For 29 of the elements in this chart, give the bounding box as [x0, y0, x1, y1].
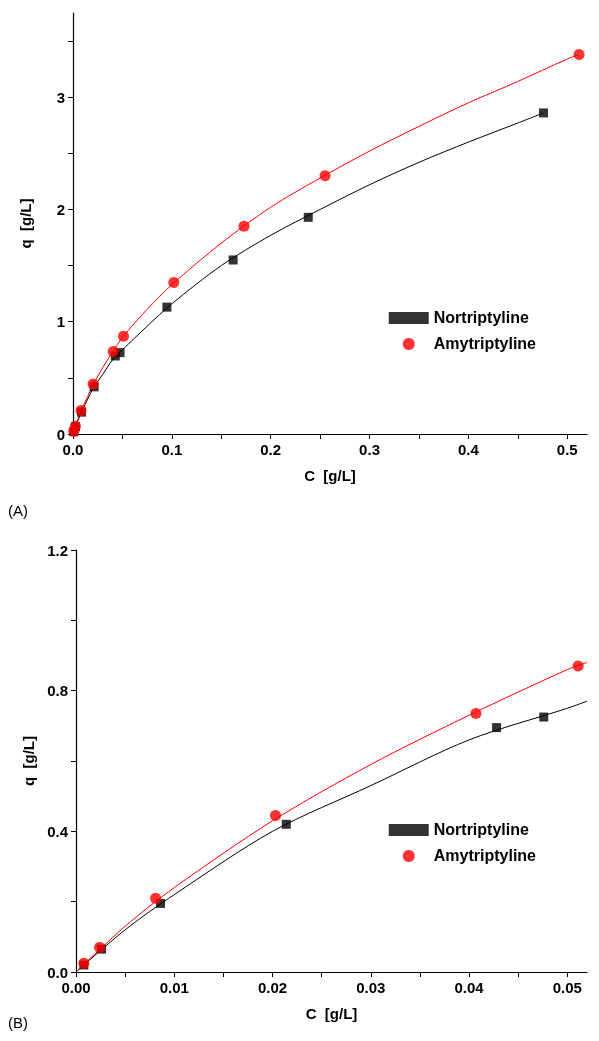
y-tick-label: 1.2	[47, 541, 68, 559]
x-tick-label: 0.00	[61, 979, 91, 996]
text: (A)	[8, 502, 28, 519]
x-tick-label: 0.03	[356, 979, 386, 996]
legend-label: Nortriptyline	[433, 821, 529, 839]
x-tick-label: 0.5	[556, 441, 578, 458]
y-tick-label: 0	[56, 425, 65, 443]
x-tick-label: 0.05	[552, 979, 582, 996]
y-tick-label: 1	[56, 313, 65, 331]
legend-label: Amytriptyline	[433, 335, 537, 353]
x-tick-label: 0.02	[257, 979, 288, 996]
x-tick-label: 0.04	[454, 979, 485, 996]
text: (B)	[8, 1014, 28, 1031]
y-tick-label: 0.0	[47, 963, 68, 981]
y-tick-label: 0.4	[47, 822, 69, 840]
x-tick-label: 0.2	[260, 441, 282, 458]
y-tick-label: 3	[56, 88, 65, 106]
x-tick-label: 0.1	[161, 441, 183, 458]
legend-label: Nortriptyline	[433, 309, 529, 327]
x-axis-title: C [g/L]	[305, 1005, 358, 1022]
x-tick-label: 0.4	[457, 441, 480, 458]
x-tick-label: 0.3	[359, 441, 380, 458]
y-tick-label: 2	[56, 200, 65, 218]
y-tick-label: 0.8	[47, 682, 68, 700]
x-axis-title: C [g/L]	[304, 467, 356, 484]
y-axis-title: q [g/L]	[17, 198, 34, 249]
x-tick-label: 0.01	[159, 979, 189, 996]
legend-label: Amytriptyline	[433, 847, 537, 865]
y-axis-title: q [g/L]	[20, 736, 37, 786]
